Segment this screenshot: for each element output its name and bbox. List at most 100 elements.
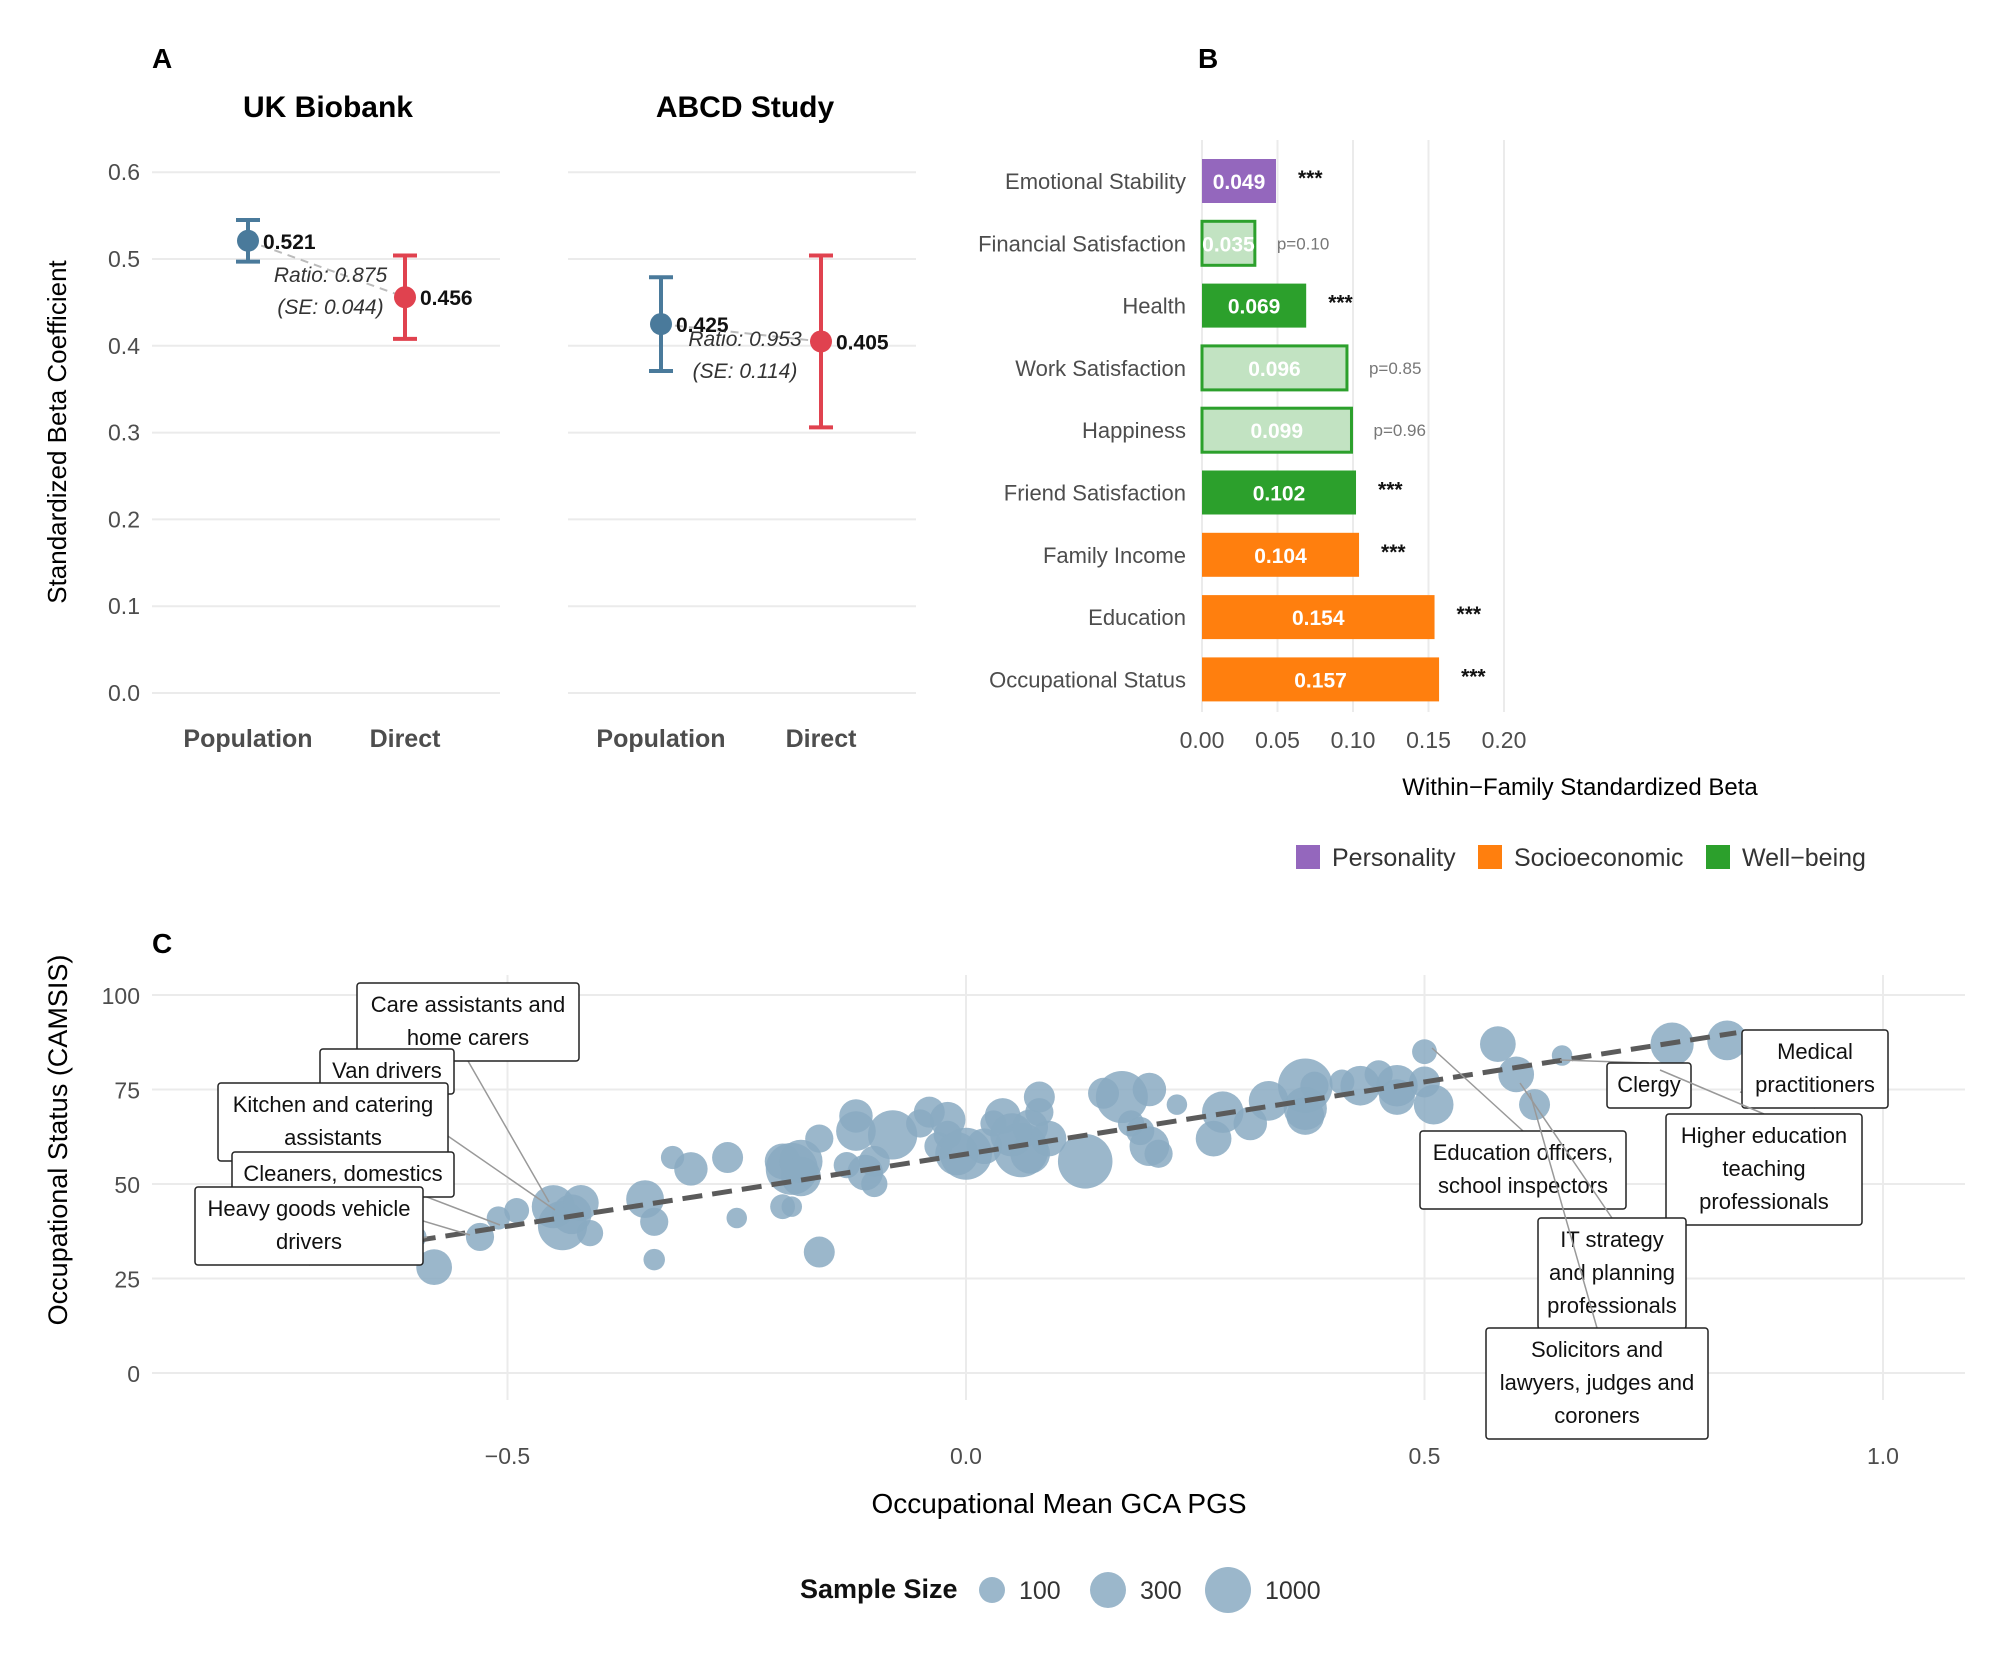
bar-value-label-0: 0.049: [1213, 171, 1266, 194]
x-tick-label-b: 0.10: [1331, 727, 1376, 753]
ratio-label-1: Ratio: 0.953: [688, 328, 802, 351]
subplot-title-uk-biobank: UK Biobank: [243, 91, 413, 124]
annotation-text-9-0: IT strategy: [1560, 1227, 1664, 1252]
bar-category-label-1: Financial Satisfaction: [978, 231, 1186, 256]
annotation-text-0-1: home carers: [407, 1025, 529, 1050]
annotation-text-7-1: school inspectors: [1438, 1173, 1608, 1198]
annotation-text-9-1: and planning: [1549, 1260, 1675, 1285]
data-point-71: [1412, 1039, 1437, 1065]
bar-pvalue-3: p=0.85: [1369, 359, 1421, 378]
data-point-14: [674, 1152, 708, 1186]
y-tick-label-a: 0.5: [108, 246, 140, 272]
annotation-text-8-1: teaching: [1722, 1156, 1805, 1181]
size-legend-circle-1: [1090, 1572, 1126, 1608]
point-direct-0: [394, 286, 416, 309]
size-legend-label-1: 300: [1140, 1577, 1182, 1605]
data-point-16: [726, 1207, 748, 1229]
panel-a-gridlines: [152, 171, 916, 694]
bar-3: [1200, 344, 1349, 392]
data-point-79: [1707, 1020, 1747, 1061]
annotation-text-5-0: Clergy: [1617, 1072, 1681, 1097]
data-point-24: [803, 1236, 835, 1268]
y-tick-label-a: 0.2: [108, 506, 140, 532]
bar-significance-2: ***: [1328, 292, 1353, 315]
legend-label-1: Socioeconomic: [1514, 844, 1684, 872]
panel-b-x-axis-title: Within−Family Standardized Beta: [1402, 774, 1758, 801]
bar-value-label-3: 0.096: [1248, 358, 1301, 381]
data-point-23: [805, 1124, 834, 1153]
data-point-74: [1479, 1026, 1516, 1063]
bar-category-label-8: Occupational Status: [989, 667, 1186, 692]
annotation-text-7-0: Education officers,: [1433, 1140, 1614, 1165]
legend-label-0: Personality: [1332, 844, 1456, 872]
bar-1: [1200, 219, 1257, 267]
size-legend-circle-2: [1205, 1567, 1251, 1613]
annotation-text-10-1: lawyers, judges and: [1500, 1370, 1694, 1395]
x-tick-label-c: −0.5: [485, 1443, 530, 1469]
bar-value-label-5: 0.102: [1253, 483, 1306, 506]
value-label-population-0: 0.521: [263, 231, 316, 254]
panel-a-x-ticks: Population Direct Population Direct: [183, 725, 857, 753]
x-tick-direct-0: Direct: [370, 725, 442, 753]
legend-swatch-1: [1478, 845, 1502, 869]
value-label-direct-1: 0.405: [836, 331, 889, 354]
trend-line: [415, 1030, 1737, 1244]
bar-8: [1202, 657, 1440, 702]
y-tick-label-c: 0: [127, 1361, 140, 1387]
x-tick-label-c: 0.5: [1409, 1443, 1441, 1469]
size-legend-circle-0: [979, 1577, 1005, 1603]
data-point-18: [781, 1196, 803, 1217]
x-tick-label-b: 0.00: [1180, 727, 1225, 753]
point-direct-1: [810, 330, 832, 353]
annotation-leader-0: [467, 1060, 550, 1203]
bar-value-label-1: 0.035: [1202, 233, 1255, 256]
data-point-49: [1057, 1134, 1113, 1189]
panel-a-y-axis-title: Standardized Beta Coefficient: [42, 259, 72, 603]
data-point-9: [576, 1220, 604, 1247]
data-point-30: [861, 1170, 888, 1198]
bar-significance-7: ***: [1457, 603, 1482, 626]
bar-pvalue-4: p=0.96: [1373, 421, 1425, 440]
bar-6: [1202, 532, 1360, 577]
bar-category-label-4: Happiness: [1082, 418, 1186, 443]
x-tick-population-1: Population: [596, 725, 725, 753]
annotation-box-7: [1419, 1130, 1627, 1210]
data-point-4: [504, 1198, 530, 1223]
bar-value-label-7: 0.154: [1292, 607, 1345, 630]
data-point-75: [1498, 1056, 1535, 1093]
panel-c-ticks: 0 25 50 75 100 −0.5 0.0 0.5 1.0: [102, 983, 1899, 1469]
annotation-text-8-2: professionals: [1699, 1189, 1829, 1214]
panel-c-y-axis-title: Occupational Status (CAMSIS): [43, 955, 73, 1326]
data-point-31: [867, 1110, 918, 1160]
bar-significance-8: ***: [1461, 665, 1486, 688]
bar-significance-5: ***: [1378, 479, 1403, 502]
y-tick-label-c: 75: [114, 1078, 140, 1104]
bar-significance-0: ***: [1298, 167, 1323, 190]
annotation-text-10-0: Solicitors and: [1531, 1337, 1663, 1362]
bar-value-label-8: 0.157: [1294, 669, 1347, 692]
size-legend-label-0: 100: [1019, 1577, 1061, 1605]
y-tick-label-a: 0.0: [108, 680, 140, 706]
annotation-text-3-0: Cleaners, domestics: [243, 1161, 442, 1186]
bar-category-label-0: Emotional Stability: [1005, 169, 1186, 194]
annotation-text-2-1: assistants: [284, 1125, 382, 1150]
y-tick-label-c: 50: [114, 1172, 140, 1198]
annotation-text-10-2: coroners: [1554, 1403, 1640, 1428]
annotation-text-9-2: professionals: [1547, 1293, 1677, 1318]
panel-b-x-ticks: 0.00 0.05 0.10 0.15 0.20: [1180, 727, 1527, 753]
annotation-box-6: [1741, 1029, 1889, 1109]
bar-7: [1202, 595, 1435, 640]
x-tick-label-c: 1.0: [1867, 1443, 1899, 1469]
annotation-leader-9: [1519, 1082, 1613, 1219]
data-point-8: [562, 1185, 599, 1221]
data-point-65: [1300, 1071, 1329, 1100]
bar-significance-6: ***: [1381, 541, 1406, 564]
bar-category-label-7: Education: [1088, 605, 1186, 630]
annotation-box-0: [356, 982, 580, 1062]
annotation-text-6-1: practitioners: [1755, 1072, 1875, 1097]
x-tick-population-0: Population: [183, 725, 312, 753]
annotation-text-4-1: drivers: [276, 1229, 342, 1254]
panel-c-points: [405, 1020, 1747, 1286]
bar-category-label-6: Family Income: [1043, 543, 1186, 568]
